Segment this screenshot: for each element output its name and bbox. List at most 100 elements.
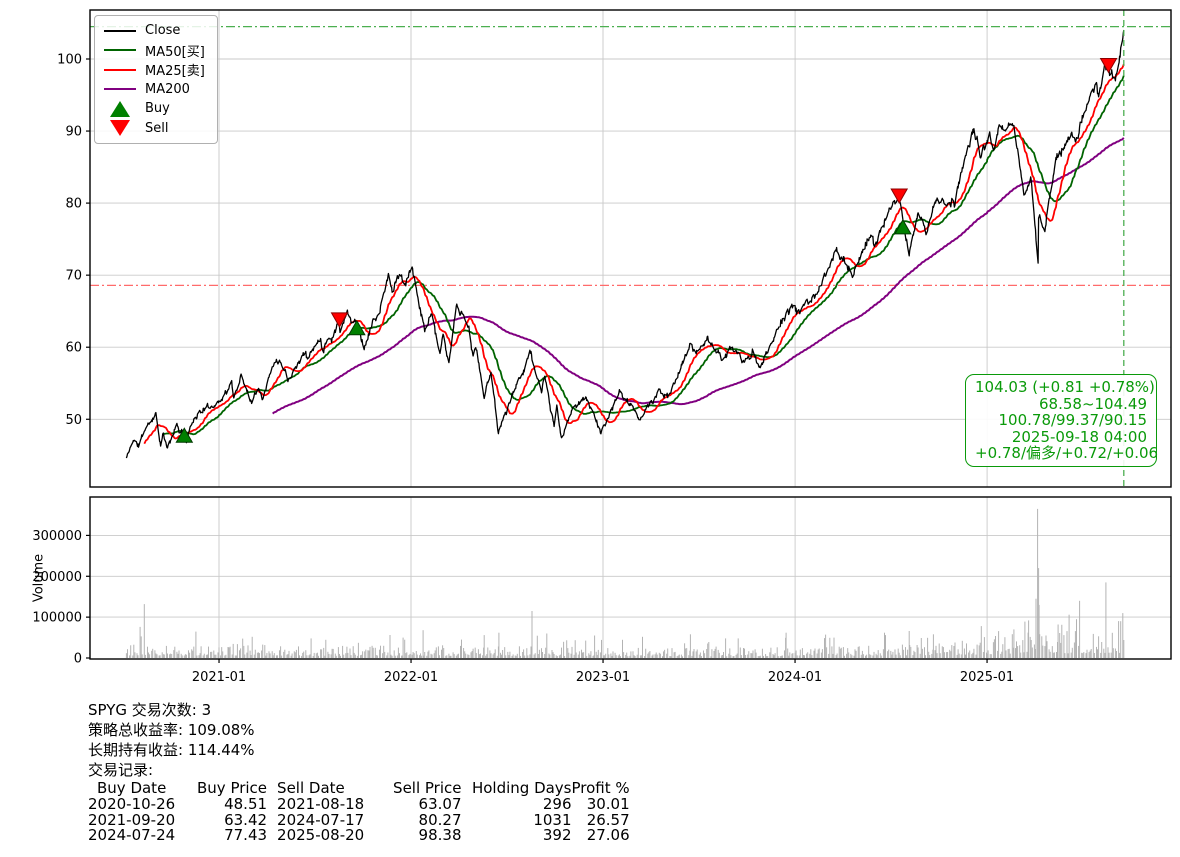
volume-bar	[293, 651, 295, 658]
volume-bar	[367, 650, 369, 658]
volume-bar	[655, 652, 657, 658]
volume-bar	[1096, 646, 1097, 658]
volume-bar	[674, 651, 676, 658]
volume-bar	[1090, 649, 1092, 658]
volume-bar	[817, 649, 819, 658]
volume-bar	[302, 652, 304, 658]
volume-bar	[306, 655, 308, 658]
volume-bar	[810, 649, 812, 658]
volume-bar	[754, 649, 756, 658]
volume-bar	[251, 636, 253, 658]
volume-bar	[548, 653, 550, 658]
volume-bar	[730, 655, 732, 658]
volume-bar	[979, 642, 981, 658]
volume-bar	[130, 645, 132, 658]
volume-bar	[487, 647, 489, 658]
volume-bar	[862, 654, 864, 658]
volume-bar	[876, 655, 878, 658]
volume-bar	[865, 655, 866, 658]
volume-bar	[199, 653, 201, 658]
volume-bar	[857, 646, 859, 658]
volume-bar	[305, 650, 307, 658]
volume-bar	[195, 631, 197, 658]
volume-bar	[531, 611, 533, 658]
volume-bar	[361, 654, 363, 658]
volume-bar	[595, 651, 597, 658]
volume-bar	[684, 643, 686, 658]
volume-bar	[891, 654, 893, 658]
trade-row: 2021-09-20 63.42 2024-07-17 80.27 1031 2…	[88, 810, 630, 829]
price-info-box: 104.03 (+0.81 +0.78%) 68.58~104.49 100.7…	[965, 374, 1158, 467]
volume-bar	[433, 653, 435, 658]
volume-bar	[717, 649, 719, 658]
volume-bar	[221, 647, 223, 658]
volume-bar	[685, 648, 687, 658]
volume-bar	[932, 634, 934, 658]
volume-bar	[759, 655, 761, 658]
volume-bar	[951, 645, 953, 658]
volume-bar	[659, 653, 661, 658]
volume-plot-border	[89, 496, 1172, 660]
volume-bar	[1103, 648, 1105, 658]
volume-bar	[507, 651, 509, 658]
volume-bar	[700, 656, 702, 658]
volume-bar	[733, 656, 735, 658]
volume-bar	[494, 649, 496, 658]
volume-bar	[225, 654, 227, 658]
volume-bar	[136, 653, 138, 658]
volume-bar	[597, 649, 599, 658]
volume-bar	[908, 631, 910, 658]
volume-bar	[842, 647, 844, 658]
volume-bar	[1035, 598, 1037, 658]
volume-bar	[1007, 649, 1009, 658]
date-tick-label: 2023-01	[576, 670, 630, 685]
volume-bar	[375, 655, 377, 658]
close-line	[125, 29, 1125, 459]
volume-bar	[264, 645, 266, 658]
volume-bar	[803, 655, 804, 658]
volume-bar	[648, 652, 650, 658]
volume-bar	[215, 654, 217, 658]
volume-bar	[298, 646, 299, 658]
volume-bar	[288, 650, 290, 658]
volume-bar	[147, 646, 148, 658]
volume-bar	[134, 652, 136, 658]
volume-bar	[696, 649, 698, 658]
volume-bar	[161, 652, 163, 658]
volume-bar	[916, 645, 918, 658]
volume-bar	[384, 651, 386, 658]
volume-bar	[545, 647, 547, 658]
volume-bar	[677, 655, 679, 658]
volume-bar	[851, 655, 853, 658]
volume-bar	[680, 654, 682, 658]
volume-bar	[814, 648, 816, 658]
volume-bar	[1051, 646, 1053, 658]
volume-bar	[824, 638, 825, 658]
volume-bar	[224, 655, 226, 658]
volume-bar	[137, 655, 139, 658]
volume-bar	[779, 656, 781, 658]
volume-bar	[840, 647, 842, 658]
col-profit: Profit %	[571, 779, 630, 797]
volume-bar	[1037, 508, 1039, 658]
volume-bar	[1057, 642, 1058, 658]
volume-bar	[809, 653, 811, 658]
volume-bar	[954, 642, 956, 658]
volume-bar	[873, 651, 875, 658]
volume-bar	[350, 655, 352, 658]
volume-bar	[953, 646, 955, 658]
volume-bar	[1026, 651, 1028, 658]
volume-bar	[331, 648, 333, 658]
volume-bar	[968, 652, 970, 658]
volume-bar	[387, 652, 389, 658]
volume-bar	[339, 654, 340, 658]
volume-bar	[654, 654, 656, 658]
legend-item-close: Close	[103, 21, 205, 41]
volume-bar	[511, 655, 513, 658]
volume-bar	[356, 655, 358, 658]
volume-bar	[347, 652, 349, 658]
volume-bar	[544, 654, 546, 658]
volume-bar	[592, 655, 594, 658]
volume-bar	[711, 649, 713, 658]
